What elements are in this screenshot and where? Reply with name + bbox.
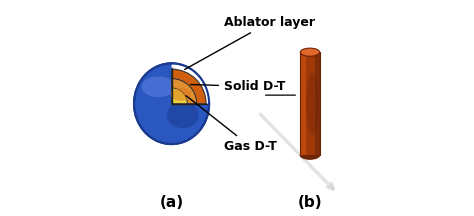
Wedge shape <box>172 64 211 104</box>
Ellipse shape <box>167 102 199 128</box>
Ellipse shape <box>171 88 191 101</box>
Bar <box>301 52 319 155</box>
Text: Ablator layer: Ablator layer <box>185 16 315 70</box>
Ellipse shape <box>306 73 319 135</box>
Wedge shape <box>172 79 197 104</box>
Ellipse shape <box>142 76 175 97</box>
Text: (a): (a) <box>159 195 183 210</box>
Bar <box>315 52 319 155</box>
Text: Gas D-T: Gas D-T <box>186 96 277 153</box>
Ellipse shape <box>301 48 319 56</box>
Ellipse shape <box>301 151 319 159</box>
Wedge shape <box>172 88 187 104</box>
Text: (b): (b) <box>298 195 322 210</box>
Wedge shape <box>172 69 206 104</box>
Text: Solid D-T: Solid D-T <box>191 80 285 93</box>
Bar <box>301 52 306 155</box>
Ellipse shape <box>134 63 209 144</box>
